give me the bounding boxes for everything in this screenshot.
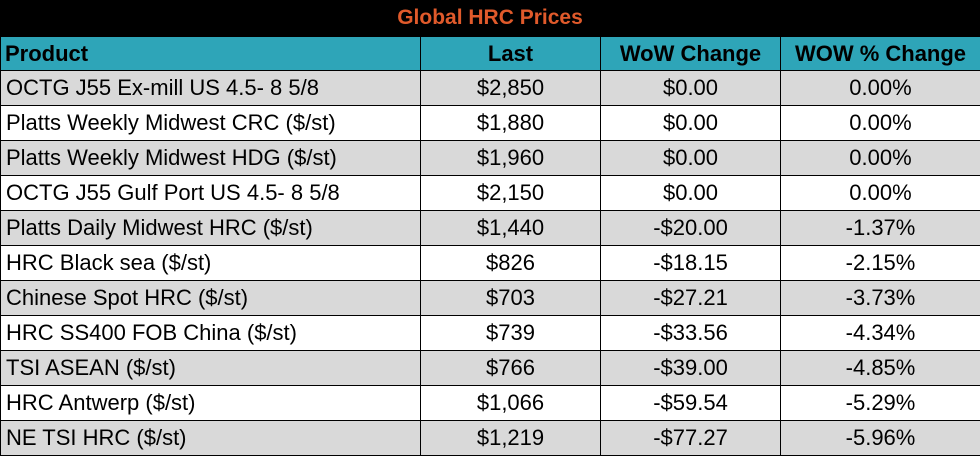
cell-wow-change: -$33.56	[600, 315, 781, 351]
cell-wow-change: -$20.00	[600, 210, 781, 246]
cell-wow-pct-change: -3.73%	[780, 280, 980, 316]
cell-wow-change: -$59.54	[600, 385, 781, 421]
cell-last: $1,219	[420, 420, 601, 456]
table-row: TSI ASEAN ($/st) $766 -$39.00 -4.85%	[0, 350, 980, 386]
cell-wow-change: -$27.21	[600, 280, 781, 316]
cell-wow-pct-change: -4.34%	[780, 315, 980, 351]
cell-product: Platts Daily Midwest HRC ($/st)	[0, 210, 421, 246]
cell-product: NE TSI HRC ($/st)	[0, 420, 421, 456]
cell-last: $2,150	[420, 175, 601, 211]
cell-last: $826	[420, 245, 601, 281]
cell-product: Chinese Spot HRC ($/st)	[0, 280, 421, 316]
header-wow-pct-change: WOW % Change	[780, 36, 980, 71]
cell-wow-change: $0.00	[600, 175, 781, 211]
table-row: OCTG J55 Ex-mill US 4.5- 8 5/8 $2,850 $0.0…	[0, 70, 980, 106]
cell-wow-pct-change: 0.00%	[780, 140, 980, 176]
table-row: Platts Weekly Midwest HDG ($/st) $1,960 $0…	[0, 140, 980, 176]
cell-last: $1,960	[420, 140, 601, 176]
cell-last: $1,880	[420, 105, 601, 141]
cell-product: HRC Black sea ($/st)	[0, 245, 421, 281]
header-last: Last	[420, 36, 601, 71]
cell-wow-pct-change: 0.00%	[780, 70, 980, 106]
cell-wow-pct-change: -2.15%	[780, 245, 980, 281]
cell-wow-pct-change: -1.37%	[780, 210, 980, 246]
cell-wow-change: -$77.27	[600, 420, 781, 456]
table-row: HRC Antwerp ($/st) $1,066 -$59.54 -5.29%	[0, 385, 980, 421]
cell-last: $1,440	[420, 210, 601, 246]
cell-wow-change: $0.00	[600, 140, 781, 176]
header-row: Product Last WoW Change WOW % Change	[0, 36, 980, 71]
cell-last: $703	[420, 280, 601, 316]
cell-wow-change: -$18.15	[600, 245, 781, 281]
cell-wow-pct-change: -5.96%	[780, 420, 980, 456]
cell-last: $2,850	[420, 70, 601, 106]
prices-grid: Product Last WoW Change WOW % Change OCT…	[0, 36, 980, 456]
cell-product: OCTG J55 Gulf Port US 4.5- 8 5/8	[0, 175, 421, 211]
cell-product: HRC Antwerp ($/st)	[0, 385, 421, 421]
cell-wow-pct-change: -4.85%	[780, 350, 980, 386]
table-row: NE TSI HRC ($/st) $1,219 -$77.27 -5.96%	[0, 420, 980, 456]
cell-product: Platts Weekly Midwest CRC ($/st)	[0, 105, 421, 141]
header-wow-change: WoW Change	[600, 36, 781, 71]
cell-last: $766	[420, 350, 601, 386]
cell-product: HRC SS400 FOB China ($/st)	[0, 315, 421, 351]
header-product: Product	[0, 36, 421, 71]
table-row: HRC SS400 FOB China ($/st) $739 -$33.56 -4.…	[0, 315, 980, 351]
table-row: Platts Daily Midwest HRC ($/st) $1,440 -$2…	[0, 210, 980, 246]
cell-product: TSI ASEAN ($/st)	[0, 350, 421, 386]
cell-wow-change: -$39.00	[600, 350, 781, 386]
table-title: Global HRC Prices	[0, 0, 980, 36]
table-row: Platts Weekly Midwest CRC ($/st) $1,880 $0…	[0, 105, 980, 141]
cell-product: Platts Weekly Midwest HDG ($/st)	[0, 140, 421, 176]
cell-wow-pct-change: -5.29%	[780, 385, 980, 421]
table-row: OCTG J55 Gulf Port US 4.5- 8 5/8 $2,150 $0…	[0, 175, 980, 211]
cell-last: $1,066	[420, 385, 601, 421]
cell-product: OCTG J55 Ex-mill US 4.5- 8 5/8	[0, 70, 421, 106]
cell-last: $739	[420, 315, 601, 351]
cell-wow-pct-change: 0.00%	[780, 105, 980, 141]
cell-wow-change: $0.00	[600, 105, 781, 141]
table-row: HRC Black sea ($/st) $826 -$18.15 -2.15%	[0, 245, 980, 281]
cell-wow-change: $0.00	[600, 70, 781, 106]
cell-wow-pct-change: 0.00%	[780, 175, 980, 211]
table-row: Chinese Spot HRC ($/st) $703 -$27.21 -3.73%	[0, 280, 980, 316]
